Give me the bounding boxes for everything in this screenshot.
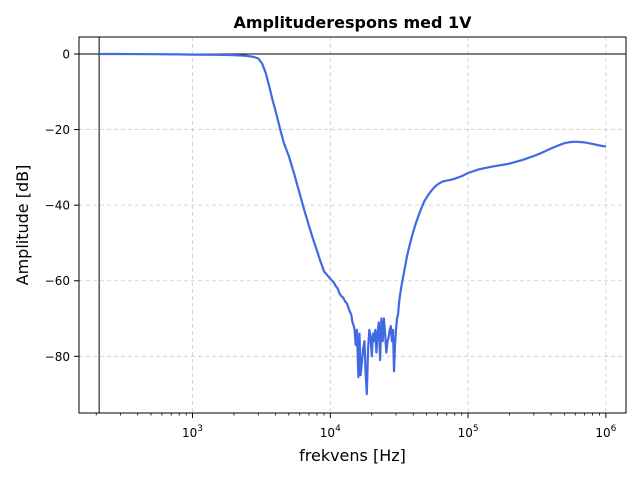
x-tick-label: 106 (595, 424, 616, 440)
axes-frame (78, 36, 627, 414)
x-axis: 103 104 105 106 (95, 413, 617, 440)
x-tick-label: 104 (320, 424, 341, 440)
x-tick-label: 105 (458, 424, 479, 440)
y-axis: 0 −20 −40 −60 −80 (45, 48, 79, 364)
x-axis-label: frekvens [Hz] (299, 446, 406, 465)
x-tick-label: 103 (182, 424, 203, 440)
y-axis-label: Amplitude [dB] (13, 165, 32, 286)
y-tick-label: −40 (45, 199, 70, 213)
grid (79, 37, 626, 413)
series-line (99, 52, 607, 396)
y-tick-label: −80 (45, 350, 70, 364)
y-tick-label: −20 (45, 123, 70, 137)
y-tick-label: −60 (45, 274, 70, 288)
chart-title: Amplituderespons med 1V (233, 13, 472, 32)
y-tick-label: 0 (62, 48, 70, 62)
plot-area (99, 52, 607, 396)
